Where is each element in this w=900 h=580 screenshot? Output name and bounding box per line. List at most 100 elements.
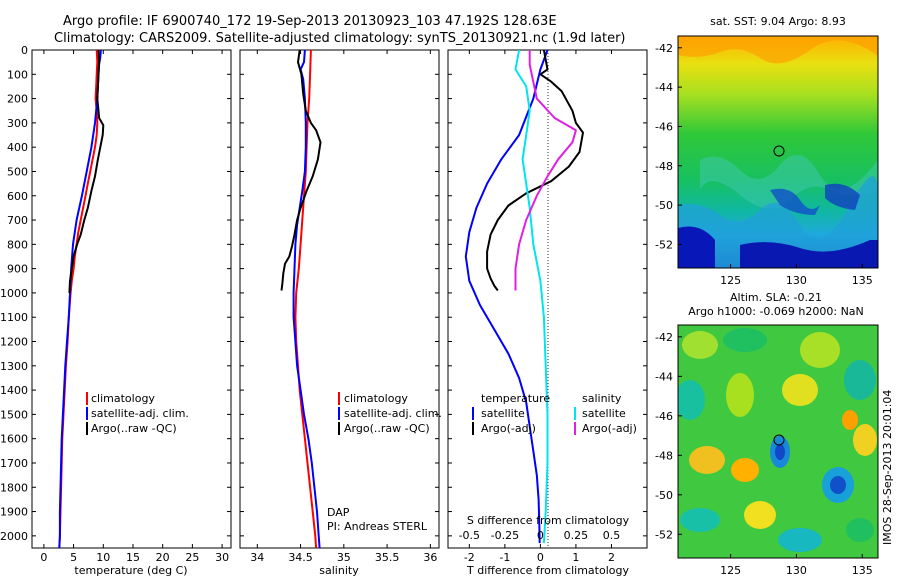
sst-map-image [678, 36, 878, 268]
depth-tick-label: 300 [7, 117, 28, 130]
lat-tick-label: -50 [655, 199, 673, 212]
difference-panel: -2 -1 0 1 2 temperature salinity satellite A… [447, 49, 648, 577]
legend-label-satellite: satellite-adj. clim. [91, 407, 189, 420]
sst-map-ticks: -42 -44 -46 -48 -50 -52 125 130 135 [655, 42, 873, 287]
depth-tick-label: 1200 [0, 336, 28, 349]
sst-map-title: sat. SST: 9.04 Argo: 8.93 [710, 15, 846, 28]
depth-tick-label: 2000 [0, 530, 28, 543]
depth-tick-label: 800 [7, 238, 28, 251]
credit-timestamp: IMOS 28-Sep-2013 20:01:04 [881, 390, 894, 545]
salinity-ticks: 34 34.5 35 35.5 36 [240, 49, 439, 564]
depth-tick-label: 1100 [0, 311, 28, 324]
x-tick-label: 35 [337, 551, 351, 564]
temperature-series [58, 50, 105, 548]
argo-location-marker [773, 434, 785, 446]
sla-map-frame [677, 324, 879, 559]
difference-ticks: -2 -1 0 1 2 [448, 49, 647, 564]
lat-tick-label: -44 [655, 370, 673, 383]
lat-tick-label: -42 [655, 42, 673, 55]
depth-tick-label: 200 [7, 93, 28, 106]
salinity-legend: climatology satellite-adj. clim. Argo(..… [338, 392, 442, 435]
legend-label-s-argo: Argo(-adj) [582, 422, 637, 435]
legend-label-argo: Argo(..raw -QC) [91, 422, 177, 435]
lat-tick-label: -48 [655, 449, 673, 462]
salinity-annotation-dap: DAP [327, 506, 350, 519]
salinity-axes-box [239, 49, 440, 549]
depth-tick-label: 1600 [0, 433, 28, 446]
series-line-argo-raw-qc [280, 50, 322, 291]
lon-tick-label: 130 [786, 274, 807, 287]
depth-tick-label: 1400 [0, 384, 28, 397]
depth-tick-label: 900 [7, 263, 28, 276]
depth-tick-label: 1300 [0, 360, 28, 373]
legend-label-climatology: climatology [344, 392, 408, 405]
x-tick-label: 0 [537, 551, 544, 564]
depth-tick-label: 400 [7, 141, 28, 154]
salinity-series [280, 50, 322, 548]
x-tick-label: 34.5 [288, 551, 313, 564]
sst-map: sat. SST: 9.04 Argo: 8.93 -42 -44 -46 -48 -5… [655, 15, 879, 287]
legend-title-temperature: temperature [481, 392, 550, 405]
series-line-satellite [464, 50, 549, 544]
sla-map: Altim. SLA: -0.21 Argo h1000: -0.069 h20… [655, 291, 879, 577]
temperature-panel: 0 100 200 300 400 500 600 700 800 900 1000 1100 1200… [0, 44, 232, 577]
depth-tick-label: 1000 [0, 287, 28, 300]
difference-legend: temperature salinity satellite Argo(-adj… [472, 392, 637, 435]
x-tick-label: 10 [96, 551, 110, 564]
x-tick-label: 30 [215, 551, 229, 564]
depth-tick-label: 1500 [0, 408, 28, 421]
legend-label-t-argo: Argo(-adj) [481, 422, 536, 435]
legend-label-climatology: climatology [91, 392, 155, 405]
legend-title-salinity: salinity [582, 392, 622, 405]
sst-map-frame [677, 35, 879, 269]
x-tick-label: -1 [499, 551, 510, 564]
series-line-argo-adj [486, 50, 584, 292]
depth-tick-label: 1700 [0, 457, 28, 470]
lon-tick-label: 135 [852, 274, 873, 287]
sla-map-title2: Argo h1000: -0.069 h2000: NaN [688, 305, 864, 318]
difference-s-ticks: -0.5 -0.25 0 0.25 0.5 [459, 529, 621, 542]
depth-tick-label: 100 [7, 68, 28, 81]
depth-tick-label: 500 [7, 165, 28, 178]
legend-label-argo: Argo(..raw -QC) [344, 422, 430, 435]
lat-tick-label: -46 [655, 410, 673, 423]
lat-tick-label: -46 [655, 120, 673, 133]
lon-tick-label: 135 [852, 564, 873, 577]
temperature-axes-box [31, 49, 232, 549]
difference-x-label: T difference from climatology [466, 564, 629, 577]
argo-location-marker [773, 145, 785, 157]
lat-tick-label: -52 [655, 238, 673, 251]
lat-tick-label: -48 [655, 160, 673, 173]
temperature-ticks: 0 100 200 300 400 500 600 700 800 900 1000 1100 1200… [0, 44, 231, 564]
s-difference-tick-label: 0.25 [564, 529, 589, 542]
figure-title-line1: Argo profile: IF 6900740_172 19-Sep-2013… [63, 14, 557, 29]
depth-tick-label: 0 [21, 44, 28, 57]
salinity-x-label: salinity [319, 564, 359, 577]
lat-tick-label: -52 [655, 528, 673, 541]
s-difference-tick-label: -0.25 [491, 529, 519, 542]
series-line-argo-raw-qc [68, 50, 105, 293]
depth-tick-label: 1900 [0, 506, 28, 519]
x-tick-label: 25 [185, 551, 199, 564]
sla-map-ticks: -42 -44 -46 -48 -50 -52 125 130 135 [655, 331, 873, 577]
legend-label-s-satellite: satellite [582, 407, 626, 420]
salinity-panel: 34 34.5 35 35.5 36 climatology satellite-adj… [239, 49, 442, 577]
sla-map-image [678, 325, 878, 558]
x-tick-label: 20 [156, 551, 170, 564]
difference-series [464, 50, 584, 544]
x-tick-label: -2 [464, 551, 475, 564]
series-line-climatology [294, 50, 318, 548]
depth-tick-label: 600 [7, 190, 28, 203]
legend-label-satellite: satellite-adj. clim. [344, 407, 442, 420]
x-tick-label: 34 [250, 551, 264, 564]
lat-tick-label: -42 [655, 331, 673, 344]
depth-tick-label: 700 [7, 214, 28, 227]
lon-tick-label: 125 [720, 564, 741, 577]
x-tick-label: 2 [608, 551, 615, 564]
difference-s-label: S difference from climatology [467, 514, 630, 527]
lat-tick-label: -44 [655, 81, 673, 94]
sla-map-title1: Altim. SLA: -0.21 [730, 291, 822, 304]
lon-tick-label: 130 [786, 564, 807, 577]
lat-tick-label: -50 [655, 489, 673, 502]
